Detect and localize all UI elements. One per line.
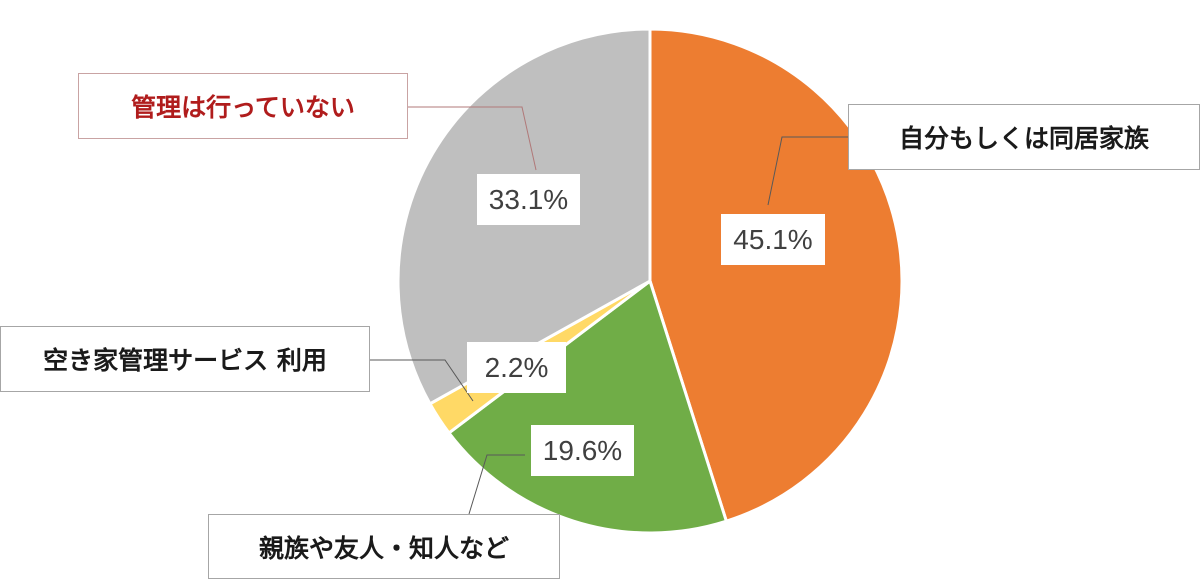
leader-line-self xyxy=(767,136,848,206)
value-label-none: 33.1% xyxy=(477,174,580,225)
value-label-service: 2.2% xyxy=(467,342,566,393)
category-label-none: 管理は行っていない xyxy=(78,73,408,139)
value-label-relatives: 19.6% xyxy=(531,425,634,476)
value-label-self: 45.1% xyxy=(721,214,825,265)
pie-slice-relatives xyxy=(446,278,729,535)
leader-line-relatives xyxy=(468,454,525,515)
category-label-relatives: 親族や友人・知人など xyxy=(208,514,560,579)
leader-line-service xyxy=(367,359,474,402)
leader-line-none xyxy=(408,106,537,171)
pie-slice-self xyxy=(648,27,904,524)
category-label-self: 自分もしくは同居家族 xyxy=(848,104,1200,170)
category-label-service: 空き家管理サービス 利用 xyxy=(0,326,370,392)
